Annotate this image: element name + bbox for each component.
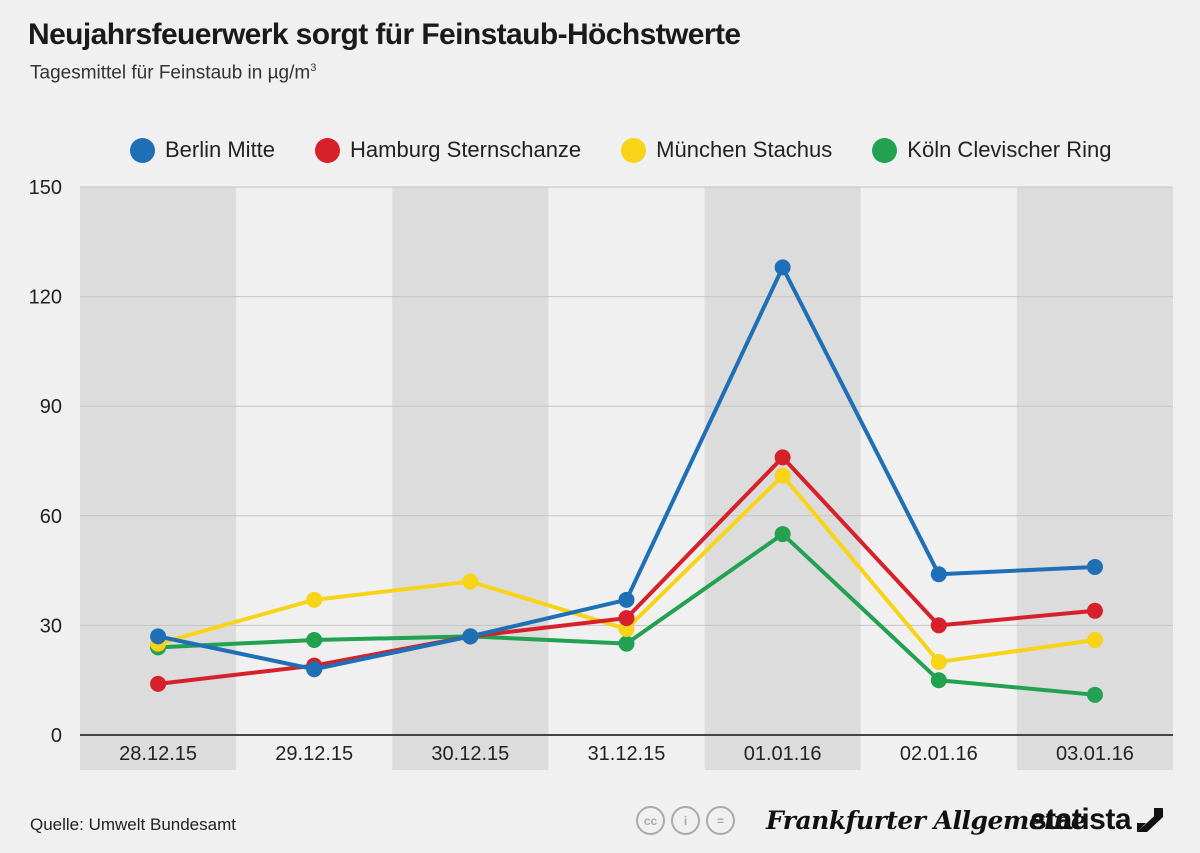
data-point <box>1086 602 1103 619</box>
legend-label-muenchen: München Stachus <box>656 137 833 162</box>
chart-title: Neujahrsfeuerwerk sorgt für Feinstaub-Hö… <box>28 18 741 51</box>
license-icons: cc i = <box>636 806 741 835</box>
source-note: Quelle: Umwelt Bundesamt <box>30 815 236 834</box>
y-tick-label: 0 <box>51 725 62 747</box>
legend-swatch-hamburg <box>315 137 341 163</box>
legend-item-hamburg: Hamburg Sternschanze <box>315 137 581 163</box>
series-line <box>156 265 1097 672</box>
data-point <box>306 591 323 608</box>
data-point <box>774 259 791 276</box>
data-point <box>306 661 323 678</box>
data-point <box>462 628 479 645</box>
data-point <box>618 635 635 652</box>
legend-swatch-muenchen <box>621 137 647 163</box>
line-chart: 0 30 60 90 120 150 28.12.15 29.12.15 30.12.15 31.… <box>29 177 1173 770</box>
legend-label-koeln: Köln Clevischer Ring <box>907 137 1112 162</box>
data-point <box>774 449 791 466</box>
x-tick-label: 03.01.16 <box>1056 743 1134 765</box>
subtitle-superscript: 3 <box>310 62 317 74</box>
data-point <box>618 591 635 608</box>
legend-swatch-koeln <box>872 137 898 163</box>
x-tick-label: 01.01.16 <box>744 743 822 765</box>
data-point <box>930 653 947 670</box>
y-tick-label: 90 <box>40 396 62 418</box>
legend-item-berlin: Berlin Mitte <box>130 137 275 163</box>
cc-icon: cc <box>636 806 665 835</box>
y-tick-label: 150 <box>29 177 62 199</box>
data-point <box>1086 558 1103 575</box>
x-tick-label: 28.12.15 <box>119 743 197 765</box>
legend-item-koeln: Köln Clevischer Ring <box>872 137 1111 163</box>
data-point <box>930 566 947 583</box>
data-point <box>930 617 947 634</box>
attribution-icon: i <box>671 806 700 835</box>
chart-subtitle: Tagesmittel für Feinstaub in µg/m3 <box>30 62 316 84</box>
data-point <box>1086 632 1103 649</box>
chart-legend: Berlin Mitte Hamburg Sternschanze Münche… <box>130 130 1151 170</box>
statista-mark-icon <box>1137 808 1164 832</box>
data-point <box>150 675 167 692</box>
x-tick-label: 30.12.15 <box>431 743 509 765</box>
legend-label-berlin: Berlin Mitte <box>165 137 276 162</box>
statista-wordmark: statista <box>1030 803 1132 836</box>
data-point <box>1086 686 1103 703</box>
data-point <box>150 628 167 645</box>
legend-swatch-berlin <box>130 137 155 163</box>
data-point <box>618 621 635 638</box>
data-point <box>774 526 791 543</box>
y-tick-label: 60 <box>40 506 62 528</box>
x-tick-label: 31.12.15 <box>588 743 666 765</box>
y-tick-label: 120 <box>29 287 62 309</box>
data-point <box>774 467 791 484</box>
y-tick-label: 30 <box>40 615 62 637</box>
legend-item-muenchen: München Stachus <box>621 137 832 163</box>
data-point <box>618 610 635 627</box>
legend-label-hamburg: Hamburg Sternschanze <box>350 137 582 162</box>
column-band <box>1016 187 1173 770</box>
data-point <box>306 632 323 649</box>
column-band <box>392 187 549 770</box>
data-point <box>930 672 947 689</box>
statista-logo: statista <box>1030 803 1164 837</box>
x-tick-label: 02.01.16 <box>900 743 978 765</box>
column-band <box>80 187 237 770</box>
faz-logo: Frankfurter Allgemeine <box>766 806 1087 835</box>
data-point <box>462 573 479 590</box>
subtitle-text: Tagesmittel für Feinstaub in µg/m <box>30 62 311 84</box>
x-tick-label: 29.12.15 <box>275 743 353 765</box>
no-derivatives-icon: = <box>706 806 735 835</box>
